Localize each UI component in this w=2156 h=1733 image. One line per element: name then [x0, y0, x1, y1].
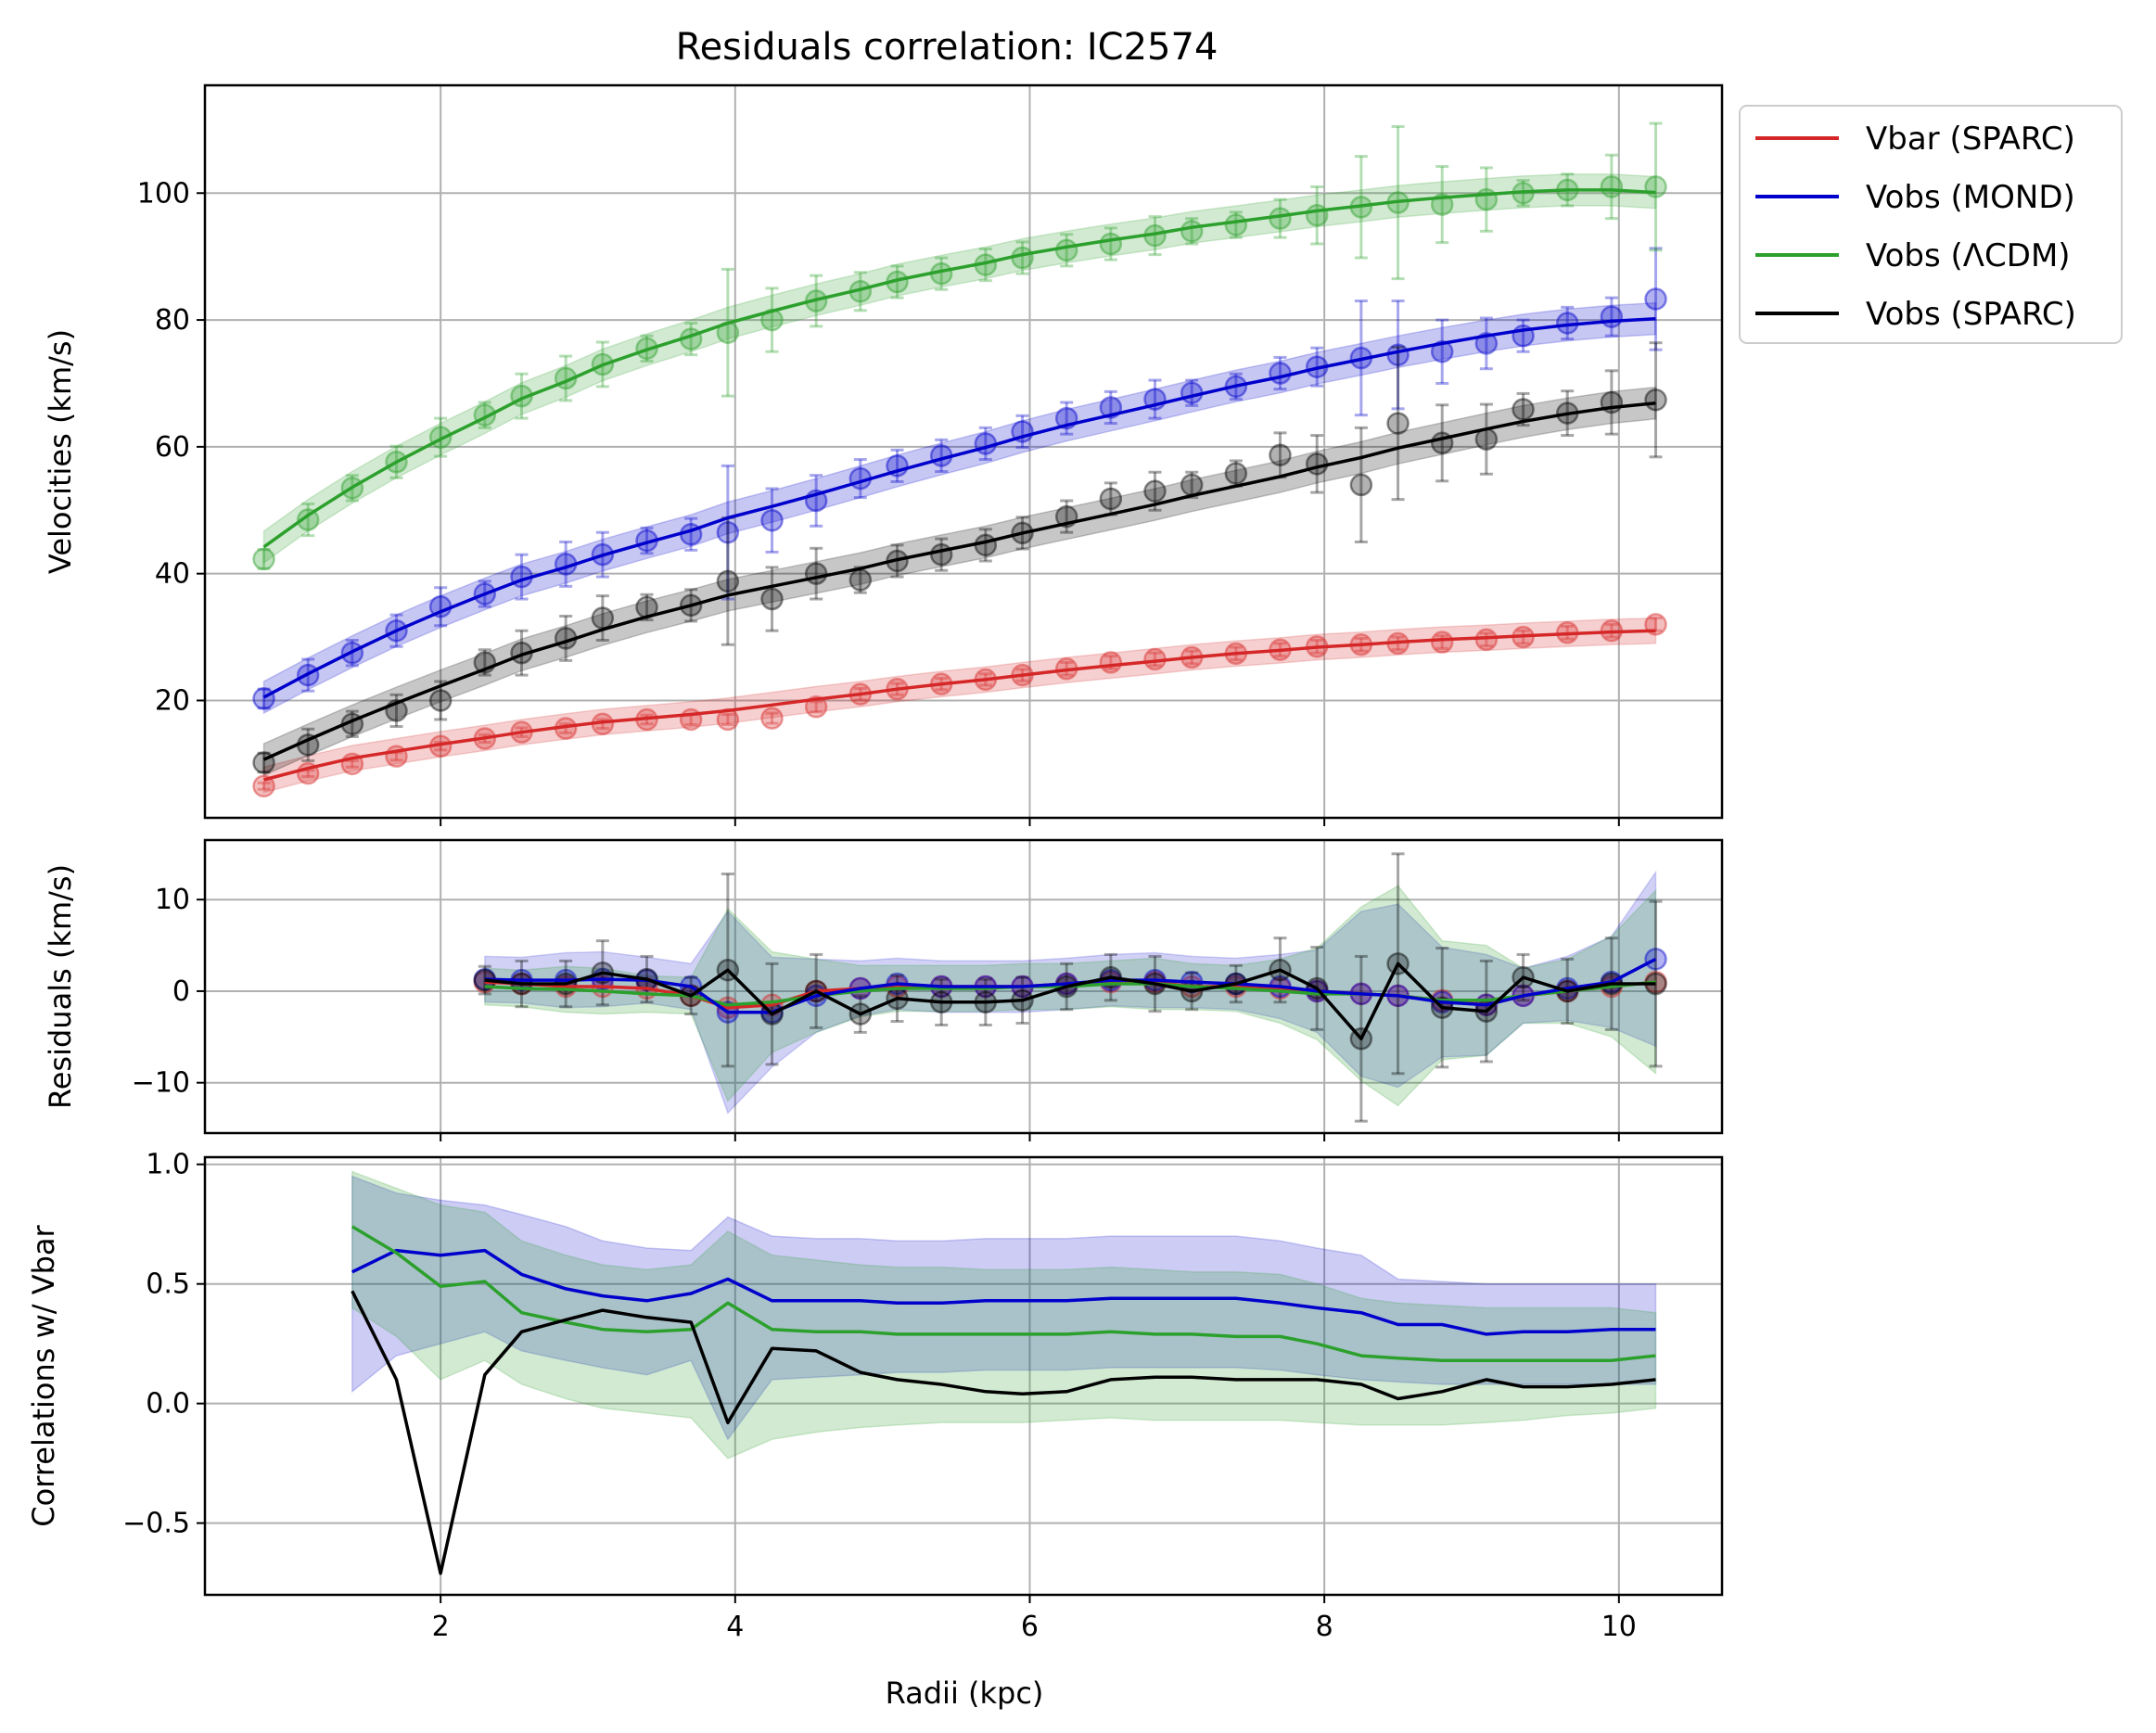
mond-correlation-band	[351, 1175, 1657, 1441]
panel-1: 20 40 60 80 100 Velocities (km/s)	[43, 83, 1724, 826]
sparc-residual-line	[484, 962, 1656, 1041]
sparc-point	[1644, 389, 1667, 412]
vbar-point	[1474, 628, 1499, 652]
mond-point	[1644, 287, 1667, 311]
sparc-point	[1305, 452, 1329, 476]
mond-point	[716, 520, 740, 544]
sparc-point	[1349, 473, 1373, 497]
y-tick-label: 20	[155, 684, 190, 717]
x-tick-label: 4	[726, 1611, 744, 1643]
y-tick-label: −0.5	[122, 1508, 190, 1540]
lcdm-point	[1180, 220, 1204, 243]
sparc-point	[804, 562, 828, 585]
sparc-point	[591, 606, 615, 630]
y-tick-label: 40	[155, 558, 190, 591]
lcdm-band	[262, 173, 1657, 565]
y-tick-label: 60	[155, 431, 190, 464]
lcdm-point	[1099, 232, 1123, 256]
mond-point	[760, 508, 784, 532]
sparc-point	[1224, 462, 1248, 485]
vbar-point	[1099, 651, 1123, 674]
mond-point	[252, 687, 275, 710]
chart-title: Residuals correlation: IC2574	[676, 26, 1218, 69]
y-tick-label: 0	[172, 975, 190, 1008]
lcdm-point	[1054, 238, 1078, 262]
y-tick-label: 80	[155, 304, 190, 337]
sparc-model-line	[262, 401, 1656, 761]
mond-point	[1430, 340, 1454, 363]
panel-frame	[203, 83, 1724, 820]
lcdm-point	[1644, 175, 1667, 198]
panel-2: −10 0 10 Residuals (km/s)	[43, 838, 1724, 1141]
plot-area	[252, 121, 1667, 798]
legend: Vbar (SPARC) Vobs (MOND) Vobs (ΛCDM) Vobs (…	[1739, 105, 2123, 344]
y-axis-label: Velocities (km/s)	[43, 329, 78, 574]
lcdm-point	[296, 508, 320, 531]
mond-point	[1600, 305, 1624, 328]
y-tick-label: 0.0	[146, 1388, 190, 1421]
y-tick-label: −10	[132, 1067, 190, 1100]
lcdm-correlation-line	[351, 1225, 1656, 1362]
panel-frame	[203, 838, 1724, 1135]
lcdm-point	[1305, 203, 1329, 227]
vbar-point	[1430, 631, 1454, 654]
sparc-point	[716, 569, 740, 593]
y-axis-label: Residuals (km/s)	[43, 864, 78, 1109]
panel-frame	[203, 1155, 1724, 1597]
y-tick-label: 10	[155, 884, 190, 916]
sparc-point	[1099, 487, 1123, 511]
sparc-correlation-line	[351, 1290, 1656, 1575]
y-tick-label: 0.5	[146, 1268, 190, 1301]
legend-label-sparc: Vobs (SPARC)	[1866, 296, 2076, 333]
legend-label-vbar: Vbar (SPARC)	[1866, 121, 2075, 158]
legend-label-mond: Vobs (MOND)	[1866, 179, 2075, 216]
sparc-point	[1386, 412, 1410, 435]
vbar-model-line	[263, 629, 1656, 782]
x-tick-label: 8	[1316, 1611, 1333, 1643]
y-tick-label: 100	[137, 177, 190, 210]
sparc-point	[848, 568, 873, 592]
plot-area	[351, 1170, 1657, 1575]
plot-area	[473, 852, 1667, 1123]
x-tick-label: 2	[432, 1611, 450, 1643]
sparc-point	[974, 533, 998, 557]
lcdm-point	[1600, 175, 1624, 198]
mond-band	[262, 301, 1657, 715]
panel-3: −0.5 0.0 0.5 1.0 2 4 6 8 10 Correlations w/ Vbar	[26, 1149, 1724, 1643]
x-axis-label: Radii (kpc)	[886, 1676, 1044, 1711]
lcdm-residual-band	[484, 885, 1657, 1107]
lcdm-point	[252, 547, 275, 571]
sparc-point	[1269, 443, 1292, 467]
mond-residual-band	[484, 870, 1657, 1115]
legend-label-lcdm: Vobs (ΛCDM)	[1866, 237, 2071, 274]
sparc-point	[428, 689, 453, 712]
sparc-band	[262, 386, 1657, 777]
lcdm-correlation-band	[351, 1170, 1657, 1459]
sparc-point	[1180, 473, 1204, 497]
vbar-point	[760, 707, 784, 730]
mond-residual-point	[1644, 948, 1667, 971]
legend-box	[1739, 105, 2123, 344]
lcdm-point	[1224, 213, 1248, 236]
sparc-point	[760, 587, 784, 611]
y-tick-label: 1.0	[146, 1149, 190, 1181]
mond-correlation-line	[351, 1248, 1656, 1336]
panels: 20 40 60 80 100 Velocities (km/s) −10 0 10 Residu…	[26, 83, 1724, 1643]
y-axis-label: Correlations w/ Vbar	[26, 1224, 61, 1526]
mond-model-line	[262, 316, 1656, 699]
vbar-point	[252, 774, 275, 798]
mond-residual-line	[484, 957, 1657, 1014]
x-tick-label: 6	[1021, 1611, 1039, 1643]
sparc-point	[929, 542, 953, 567]
sparc-point	[1512, 398, 1535, 421]
lcdm-model-line	[262, 188, 1656, 549]
vbar-point	[804, 695, 828, 719]
sparc-point	[1143, 479, 1167, 503]
mond-point	[1269, 362, 1292, 385]
x-tick-label: 10	[1601, 1611, 1637, 1643]
